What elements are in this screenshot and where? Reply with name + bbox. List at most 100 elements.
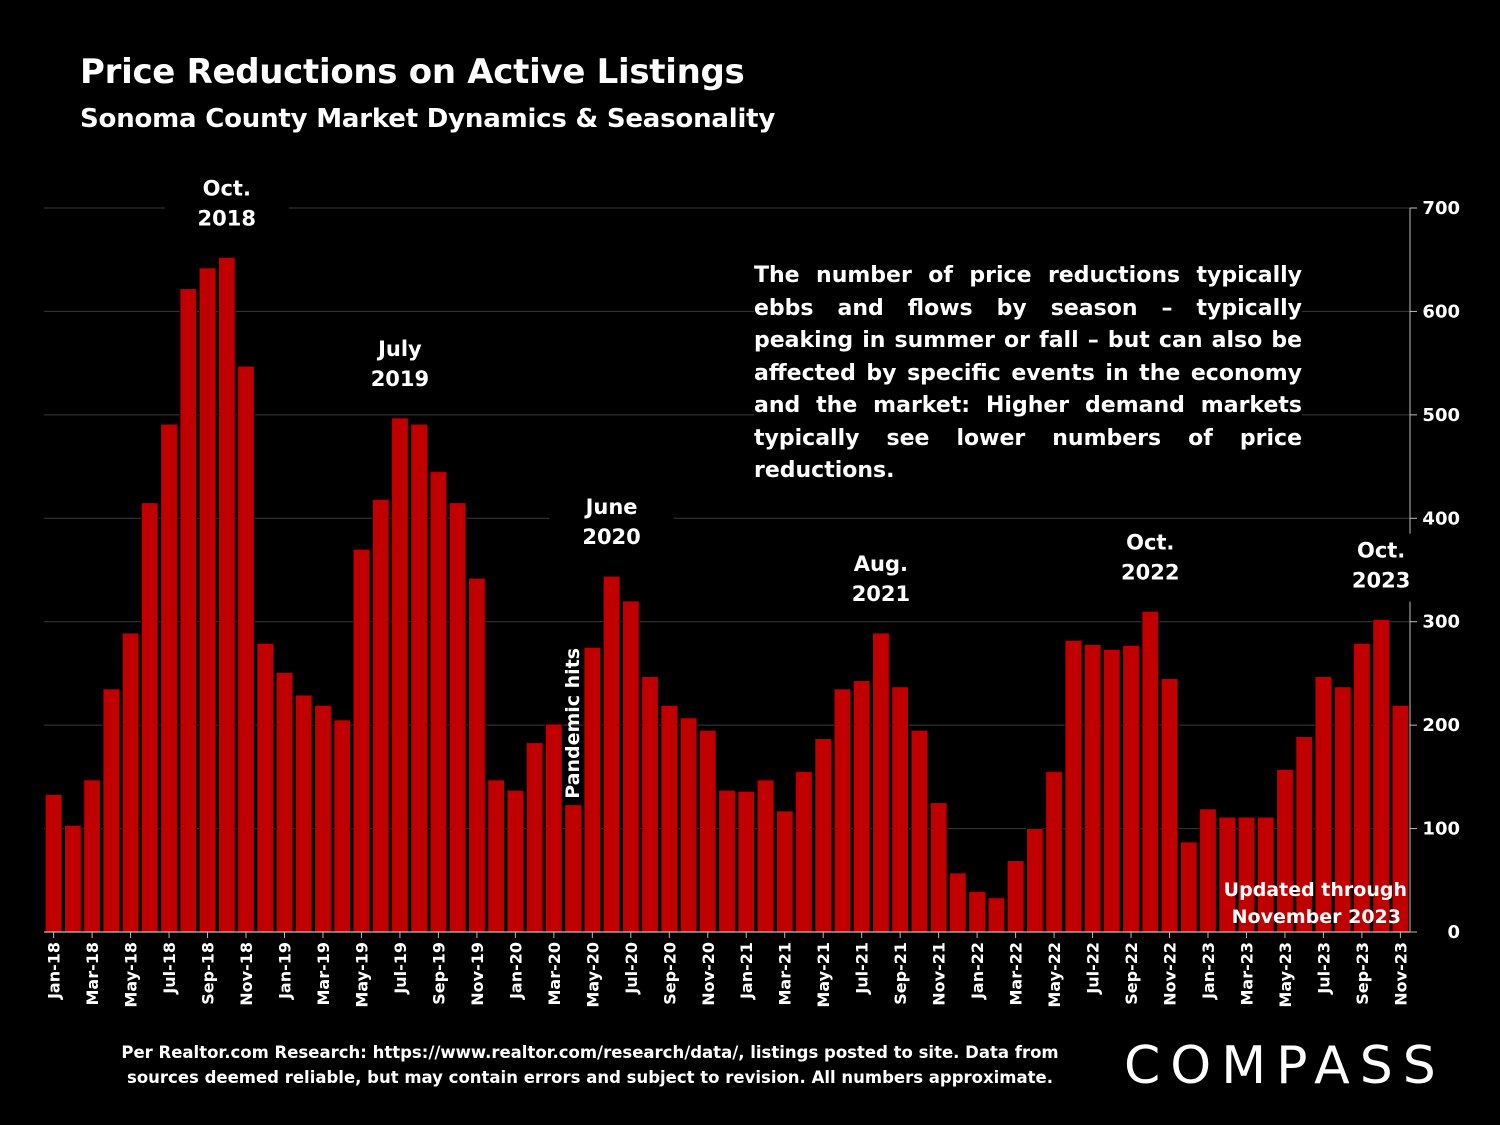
x-tick-label: Mar-18 xyxy=(83,942,102,1006)
bar xyxy=(891,686,909,933)
x-tick-label: Jan-20 xyxy=(506,942,525,1000)
peak-annotation: 2019 xyxy=(371,367,429,391)
x-tick-label: Nov-23 xyxy=(1391,942,1410,1006)
peak-annotation: Oct. xyxy=(203,177,251,201)
x-tick-label: Nov-22 xyxy=(1161,942,1180,1006)
bar xyxy=(256,643,274,933)
bar xyxy=(468,577,486,933)
annotation-bg xyxy=(337,331,462,400)
bar xyxy=(372,499,390,933)
bar xyxy=(1006,860,1025,933)
bar xyxy=(679,717,698,933)
bar xyxy=(602,575,621,933)
peak-annotation: Oct. xyxy=(1357,539,1405,563)
bar xyxy=(622,600,640,933)
bar xyxy=(160,423,178,933)
x-tick-label: Nov-18 xyxy=(237,942,256,1006)
peak-annotation: 2018 xyxy=(198,207,256,231)
x-tick-label: Jul-18 xyxy=(160,942,179,995)
y-tick-label: 300 xyxy=(1422,612,1460,633)
bar xyxy=(1083,644,1102,933)
y-tick-label: 0 xyxy=(1447,922,1460,943)
x-tick-label: Nov-21 xyxy=(930,942,949,1006)
bar xyxy=(833,688,852,933)
peak-annotation: 2020 xyxy=(582,525,640,549)
x-tick-label: Mar-19 xyxy=(314,942,333,1006)
explanation-note: The number of price reductions typically… xyxy=(754,260,1302,488)
y-tick-label: 100 xyxy=(1422,819,1460,840)
peak-annotation: Oct. xyxy=(1126,530,1174,554)
x-tick-label: Mar-21 xyxy=(776,942,795,1006)
bar xyxy=(968,891,986,933)
source-footer: Per Realtor.com Research: https://www.re… xyxy=(80,1040,1100,1090)
x-tick-label: Jul-21 xyxy=(853,942,872,995)
x-tick-label: Jan-23 xyxy=(1199,942,1218,1000)
footer-line-1: Per Realtor.com Research: https://www.re… xyxy=(121,1043,1059,1062)
bar xyxy=(545,723,563,933)
bar xyxy=(410,423,428,933)
bar xyxy=(429,471,448,933)
bar xyxy=(872,632,890,933)
bar xyxy=(987,897,1006,933)
peak-annotation: 2022 xyxy=(1121,560,1179,584)
bar xyxy=(237,365,255,933)
bar xyxy=(1045,771,1063,933)
bar xyxy=(1160,678,1179,933)
x-tick-label: May-22 xyxy=(1045,942,1064,1008)
x-tick-label: Mar-20 xyxy=(545,942,564,1006)
x-tick-label: Sep-18 xyxy=(199,942,218,1005)
bar xyxy=(583,647,601,933)
y-tick-label: 500 xyxy=(1422,405,1460,426)
bar xyxy=(1141,610,1159,933)
annotation-bg xyxy=(818,547,943,616)
bar xyxy=(121,632,140,933)
footer-line-2: sources deemed reliable, but may contain… xyxy=(127,1068,1053,1087)
bar xyxy=(1103,649,1121,933)
bar xyxy=(44,794,63,933)
bar xyxy=(1122,645,1140,933)
x-tick-label: May-21 xyxy=(814,942,833,1008)
peak-annotation: July xyxy=(376,337,422,361)
bar xyxy=(102,688,121,933)
chart-title: Price Reductions on Active Listings xyxy=(80,52,745,92)
bar xyxy=(949,872,967,933)
bar xyxy=(929,802,948,933)
bar xyxy=(391,417,409,933)
x-tick-label: Mar-22 xyxy=(1007,942,1026,1006)
bar xyxy=(218,257,236,933)
bar xyxy=(352,548,371,933)
bar xyxy=(83,779,101,933)
chart-subtitle: Sonoma County Market Dynamics & Seasonal… xyxy=(80,104,776,134)
bar xyxy=(910,729,929,933)
x-tick-label: Sep-20 xyxy=(660,942,679,1005)
bar xyxy=(1064,639,1082,933)
x-tick-label: Jul-19 xyxy=(391,942,410,995)
bar xyxy=(737,790,755,933)
x-tick-label: Jul-22 xyxy=(1084,942,1103,995)
y-tick-label: 600 xyxy=(1422,301,1460,322)
x-tick-label: Jul-23 xyxy=(1314,942,1333,995)
x-tick-label: Sep-23 xyxy=(1353,942,1372,1005)
x-tick-label: Jul-20 xyxy=(622,942,641,995)
bar-chart: 0 100 200 300 400 500 600 700 Jan-18 Mar-18 May-18… xyxy=(44,176,1460,1008)
annotation-bg xyxy=(1088,525,1213,594)
y-tick-label: 200 xyxy=(1422,715,1460,736)
x-tick-label: May-20 xyxy=(583,942,602,1008)
bar xyxy=(141,502,159,933)
annotation-bg xyxy=(1319,533,1444,602)
annotation-bg xyxy=(549,490,674,559)
bar xyxy=(179,288,197,933)
peak-annotation: Aug. xyxy=(854,552,908,576)
bar xyxy=(660,705,678,933)
x-tick-label: Jan-18 xyxy=(45,942,64,1000)
updated-note: Updated through xyxy=(1224,879,1407,901)
bar xyxy=(333,719,351,933)
x-tick-label: May-19 xyxy=(352,942,371,1008)
compass-logo: COMPASS xyxy=(1124,1036,1436,1093)
bar xyxy=(641,676,659,933)
bar xyxy=(699,729,717,933)
bar xyxy=(275,671,294,933)
bar xyxy=(1180,841,1198,933)
x-tick-label: May-23 xyxy=(1276,942,1295,1008)
peak-annotation: June xyxy=(584,495,638,519)
